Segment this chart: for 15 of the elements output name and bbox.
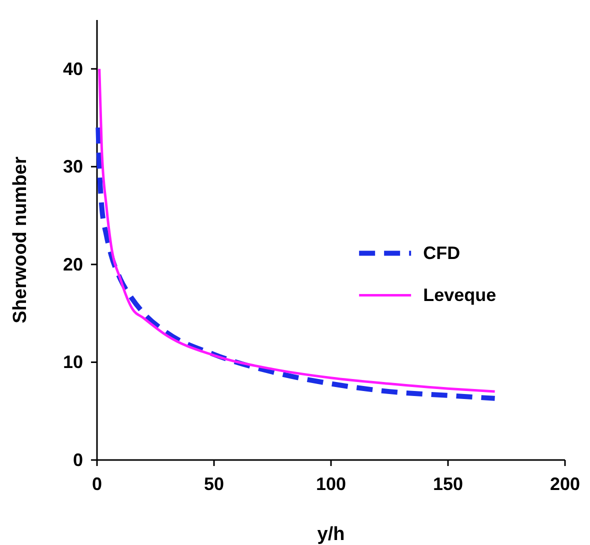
y-tick-label: 10: [62, 352, 83, 372]
x-tick-label: 150: [432, 474, 464, 494]
y-tick-label: 40: [62, 58, 83, 79]
line-series: [98, 68, 496, 393]
y-axis-title: Sherwood number: [10, 156, 31, 324]
legend-label: Leveque: [423, 285, 496, 306]
x-tick-label: 200: [550, 474, 580, 494]
x-tick-label: 100: [316, 474, 346, 494]
y-tick-label: 0: [72, 450, 83, 470]
y-tick-label: 20: [62, 254, 83, 274]
legend-label: CFD: [423, 243, 460, 264]
x-axis-title: y/h: [317, 524, 345, 545]
y-tick-label: 30: [62, 156, 83, 177]
x-tick-label: 0: [92, 474, 102, 494]
x-tick-label: 50: [204, 474, 224, 494]
